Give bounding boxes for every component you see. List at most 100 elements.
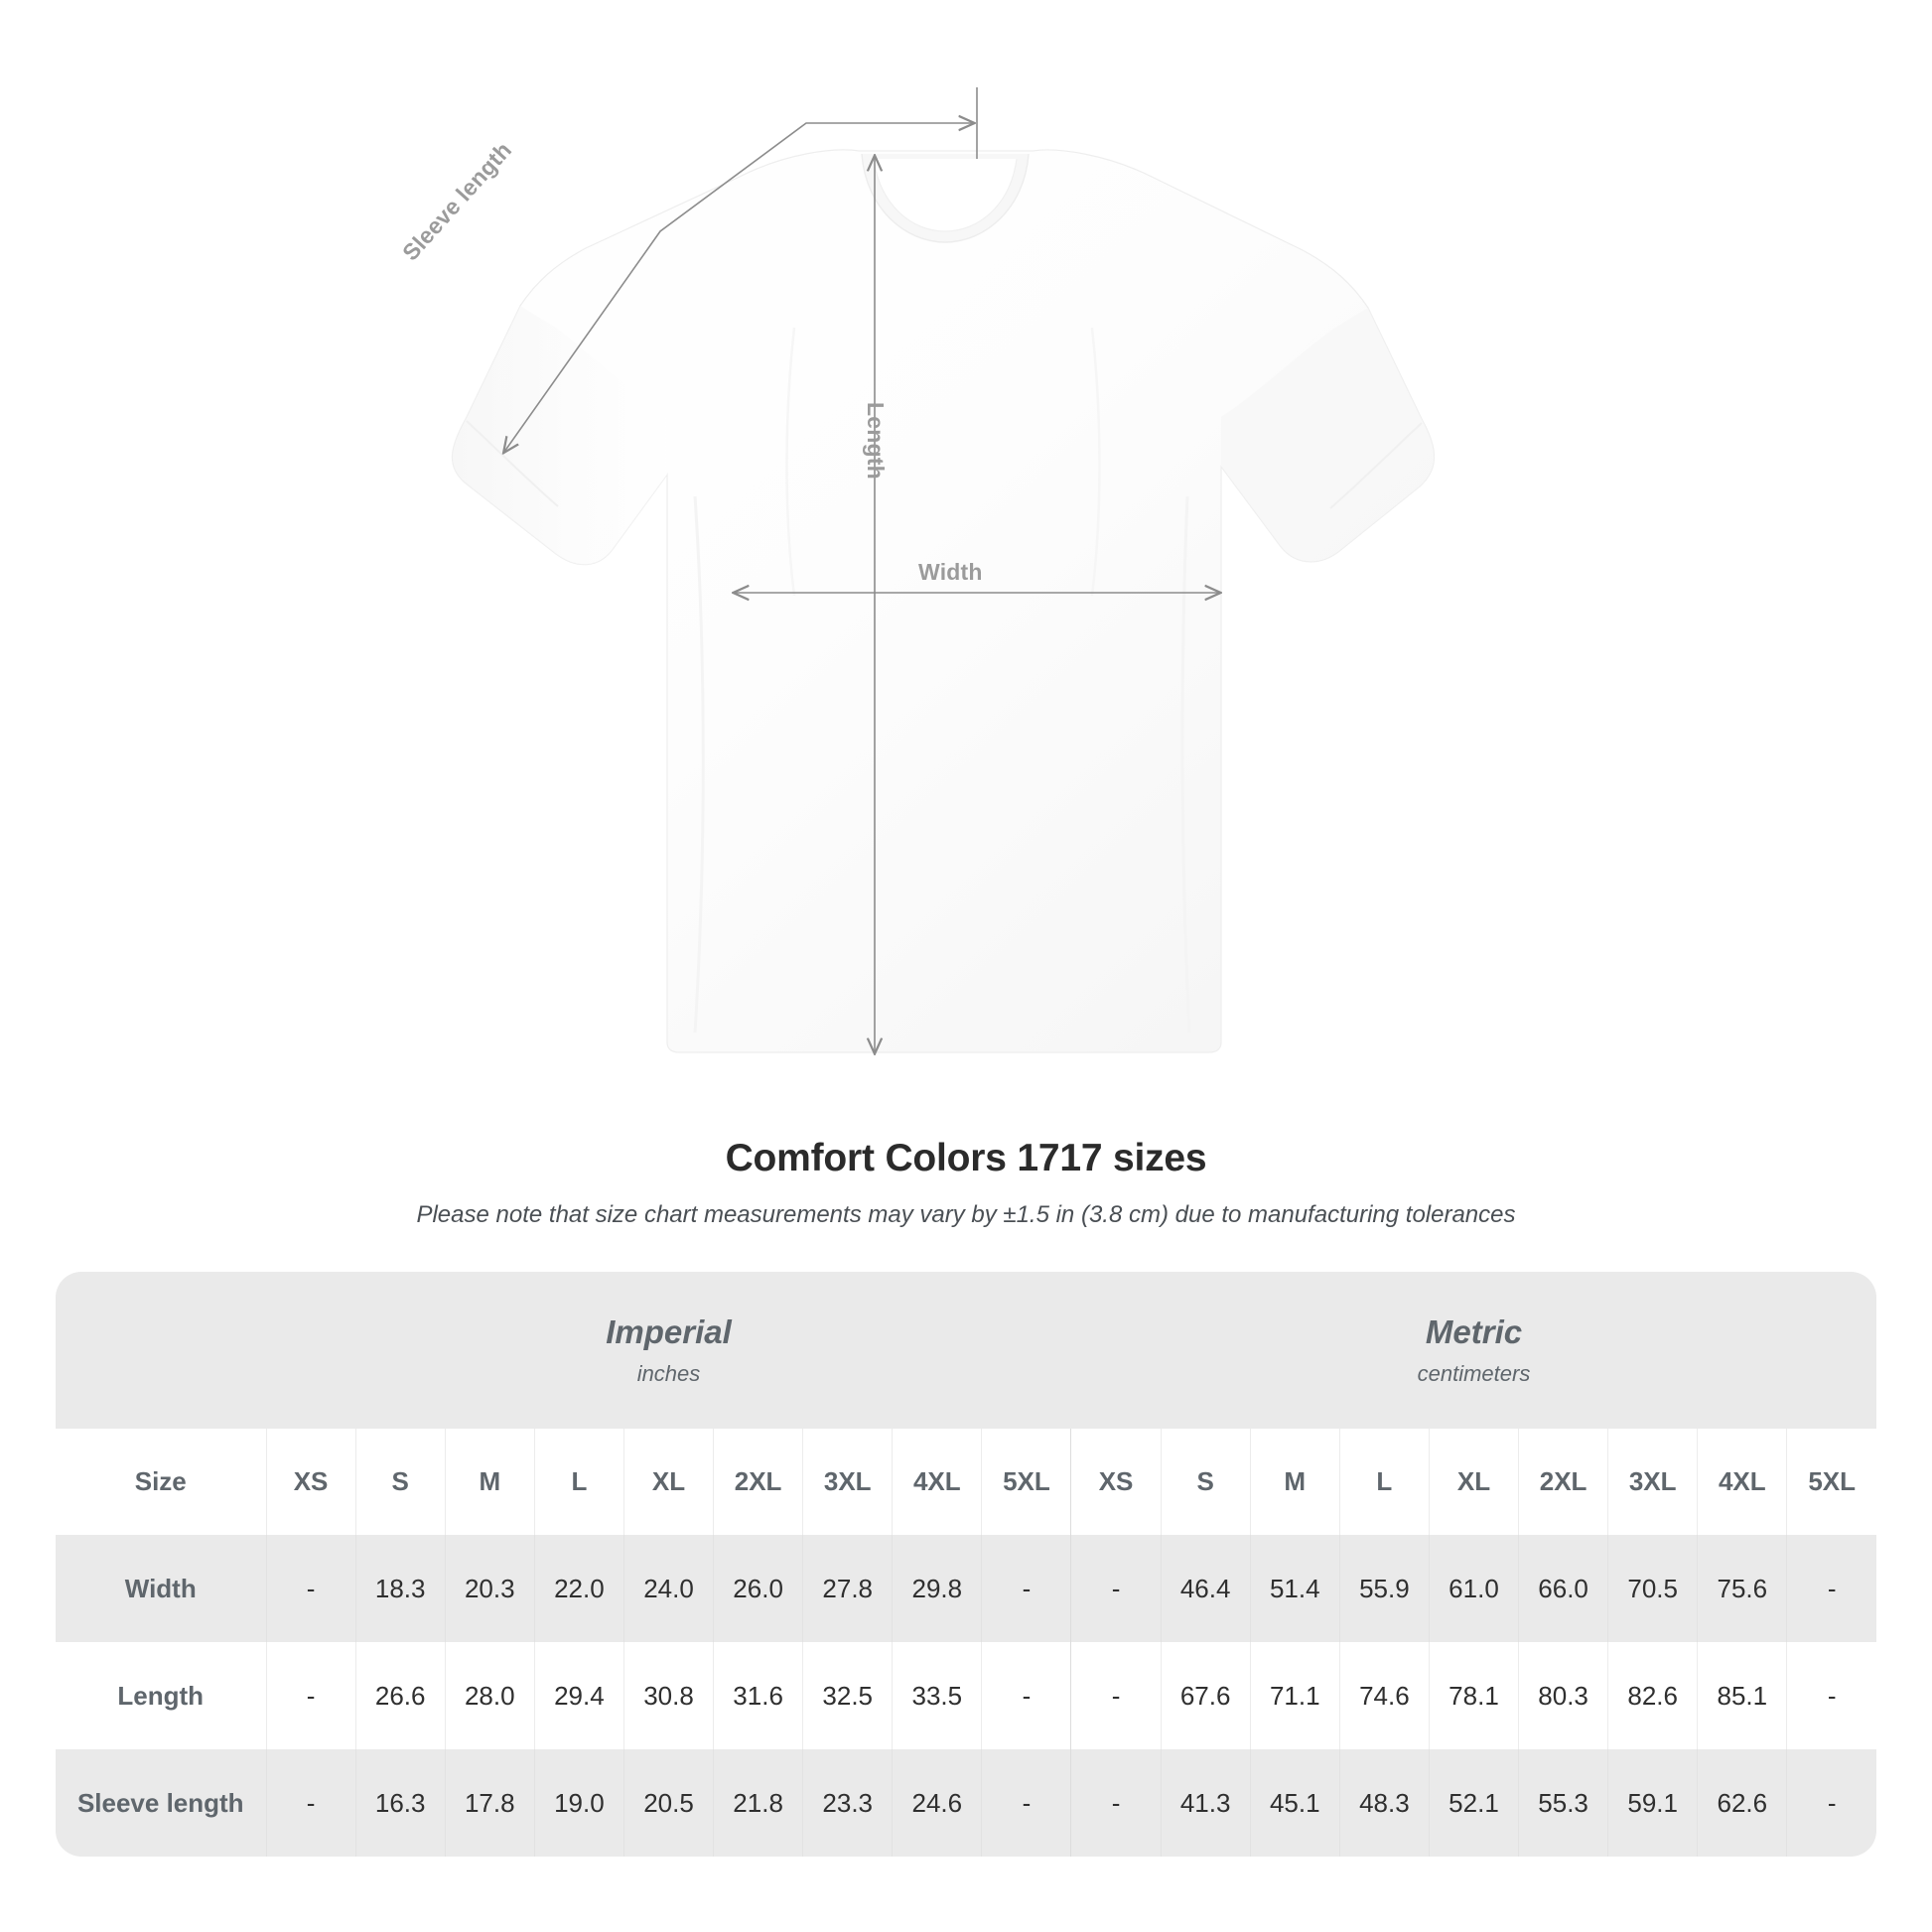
cell-width-cm-3xl: 70.5: [1607, 1535, 1698, 1642]
size-header-imperial-s: S: [354, 1429, 446, 1535]
table-row: Sleeve length - 16.3 17.8 19.0 20.5 21.8…: [56, 1749, 1876, 1857]
size-header-metric-xl: XL: [1428, 1429, 1519, 1535]
unit-group-header-row: Imperial inches Metric centimeters: [56, 1272, 1876, 1429]
table-row: Width - 18.3 20.3 22.0 24.0 26.0 27.8 29…: [56, 1535, 1876, 1642]
cell-length-cm-3xl: 82.6: [1607, 1642, 1698, 1749]
cell-width-cm-l: 55.9: [1338, 1535, 1430, 1642]
cell-width-in-2xl: 26.0: [713, 1535, 803, 1642]
cell-sleeve-in-3xl: 23.3: [802, 1749, 893, 1857]
row-label-sleeve-length: Sleeve length: [56, 1749, 266, 1857]
cell-width-cm-xl: 61.0: [1428, 1535, 1519, 1642]
cell-length-cm-5xl: -: [1786, 1642, 1876, 1749]
cell-width-in-s: 18.3: [354, 1535, 446, 1642]
cell-length-in-5xl: -: [981, 1642, 1071, 1749]
cell-sleeve-in-xs: -: [265, 1749, 356, 1857]
size-header-row: Size XS S M L XL 2XL 3XL 4XL 5XL XS S M …: [56, 1429, 1876, 1535]
cell-sleeve-cm-m: 45.1: [1249, 1749, 1340, 1857]
cell-length-in-s: 26.6: [354, 1642, 446, 1749]
cell-width-cm-2xl: 66.0: [1518, 1535, 1608, 1642]
page-subtitle: Please note that size chart measurements…: [416, 1201, 1516, 1228]
size-header-metric-3xl: 3XL: [1607, 1429, 1698, 1535]
cell-width-cm-xs: -: [1070, 1535, 1162, 1642]
tshirt-shape: [451, 149, 1436, 1053]
cell-length-cm-xl: 78.1: [1428, 1642, 1519, 1749]
title-block: Comfort Colors 1717 sizes Please note th…: [0, 1137, 1932, 1229]
cell-width-cm-s: 46.4: [1160, 1535, 1251, 1642]
cell-width-in-m: 20.3: [444, 1535, 535, 1642]
size-header-imperial-4xl: 4XL: [892, 1429, 982, 1535]
cell-length-in-4xl: 33.5: [892, 1642, 982, 1749]
cell-sleeve-cm-s: 41.3: [1160, 1749, 1251, 1857]
cell-sleeve-in-l: 19.0: [533, 1749, 624, 1857]
row-label-length: Length: [56, 1642, 266, 1749]
cell-sleeve-in-4xl: 24.6: [892, 1749, 982, 1857]
cell-length-cm-m: 71.1: [1249, 1642, 1340, 1749]
cell-length-cm-s: 67.6: [1160, 1642, 1251, 1749]
measurement-arrows: [504, 87, 1219, 1052]
cell-sleeve-cm-2xl: 55.3: [1518, 1749, 1608, 1857]
size-header-metric-5xl: 5XL: [1786, 1429, 1876, 1535]
length-label: Length: [863, 402, 889, 480]
cell-sleeve-in-2xl: 21.8: [713, 1749, 803, 1857]
size-header-metric-l: L: [1338, 1429, 1430, 1535]
tshirt-illustration: [451, 87, 1436, 1112]
cell-length-in-3xl: 32.5: [802, 1642, 893, 1749]
cell-sleeve-in-5xl: -: [981, 1749, 1071, 1857]
cell-width-cm-m: 51.4: [1249, 1535, 1340, 1642]
table-row: Length - 26.6 28.0 29.4 30.8 31.6 32.5 3…: [56, 1642, 1876, 1749]
size-header-imperial-5xl: 5XL: [981, 1429, 1071, 1535]
cell-length-cm-2xl: 80.3: [1518, 1642, 1608, 1749]
size-header-imperial-3xl: 3XL: [802, 1429, 893, 1535]
unit-group-metric-sub: centimeters: [1417, 1361, 1531, 1387]
size-chart-table: Imperial inches Metric centimeters Size …: [56, 1272, 1876, 1857]
cell-width-in-3xl: 27.8: [802, 1535, 893, 1642]
size-header-metric-2xl: 2XL: [1518, 1429, 1608, 1535]
size-header-imperial-l: L: [533, 1429, 624, 1535]
cell-width-cm-5xl: -: [1786, 1535, 1876, 1642]
size-header-metric-s: S: [1160, 1429, 1251, 1535]
cell-length-in-2xl: 31.6: [713, 1642, 803, 1749]
size-header-metric-4xl: 4XL: [1697, 1429, 1787, 1535]
cell-width-in-4xl: 29.8: [892, 1535, 982, 1642]
unit-group-metric-name: Metric: [1425, 1312, 1523, 1350]
cell-length-in-l: 29.4: [533, 1642, 624, 1749]
cell-sleeve-in-xl: 20.5: [622, 1749, 714, 1857]
page-title: Comfort Colors 1717 sizes: [725, 1137, 1207, 1179]
size-header-imperial-2xl: 2XL: [713, 1429, 803, 1535]
cell-length-cm-4xl: 85.1: [1697, 1642, 1787, 1749]
size-header-label: Size: [56, 1429, 266, 1535]
cell-width-in-l: 22.0: [533, 1535, 624, 1642]
sleeve-length-arrow: [504, 123, 973, 452]
cell-sleeve-cm-5xl: -: [1786, 1749, 1876, 1857]
cell-width-in-5xl: -: [981, 1535, 1071, 1642]
cell-sleeve-in-m: 17.8: [444, 1749, 535, 1857]
cell-length-cm-l: 74.6: [1338, 1642, 1430, 1749]
size-header-metric-xs: XS: [1070, 1429, 1162, 1535]
cell-sleeve-cm-xs: -: [1070, 1749, 1162, 1857]
size-header-imperial-xs: XS: [265, 1429, 356, 1535]
cell-sleeve-cm-4xl: 62.6: [1697, 1749, 1787, 1857]
unit-group-imperial-name: Imperial: [606, 1312, 732, 1350]
size-header-metric-m: M: [1249, 1429, 1340, 1535]
cell-sleeve-in-s: 16.3: [354, 1749, 446, 1857]
row-label-width: Width: [56, 1535, 266, 1642]
unit-header-spacer: [56, 1272, 266, 1429]
unit-group-imperial-sub: inches: [636, 1361, 701, 1387]
size-header-imperial-m: M: [444, 1429, 535, 1535]
unit-group-metric: Metric centimeters: [1070, 1272, 1876, 1429]
cell-width-cm-4xl: 75.6: [1697, 1535, 1787, 1642]
cell-width-in-xs: -: [265, 1535, 356, 1642]
cell-length-cm-xs: -: [1070, 1642, 1162, 1749]
cell-sleeve-cm-3xl: 59.1: [1607, 1749, 1698, 1857]
size-header-imperial-xl: XL: [622, 1429, 714, 1535]
cell-length-in-xl: 30.8: [622, 1642, 714, 1749]
cell-length-in-xs: -: [265, 1642, 356, 1749]
tshirt-diagram: Sleeve length Length Width: [397, 87, 1436, 1112]
cell-width-in-xl: 24.0: [622, 1535, 714, 1642]
size-chart-table-container: Imperial inches Metric centimeters Size …: [56, 1272, 1876, 1857]
cell-sleeve-cm-xl: 52.1: [1428, 1749, 1519, 1857]
width-label: Width: [918, 559, 983, 585]
unit-group-imperial: Imperial inches: [266, 1272, 1071, 1429]
cell-length-in-m: 28.0: [444, 1642, 535, 1749]
